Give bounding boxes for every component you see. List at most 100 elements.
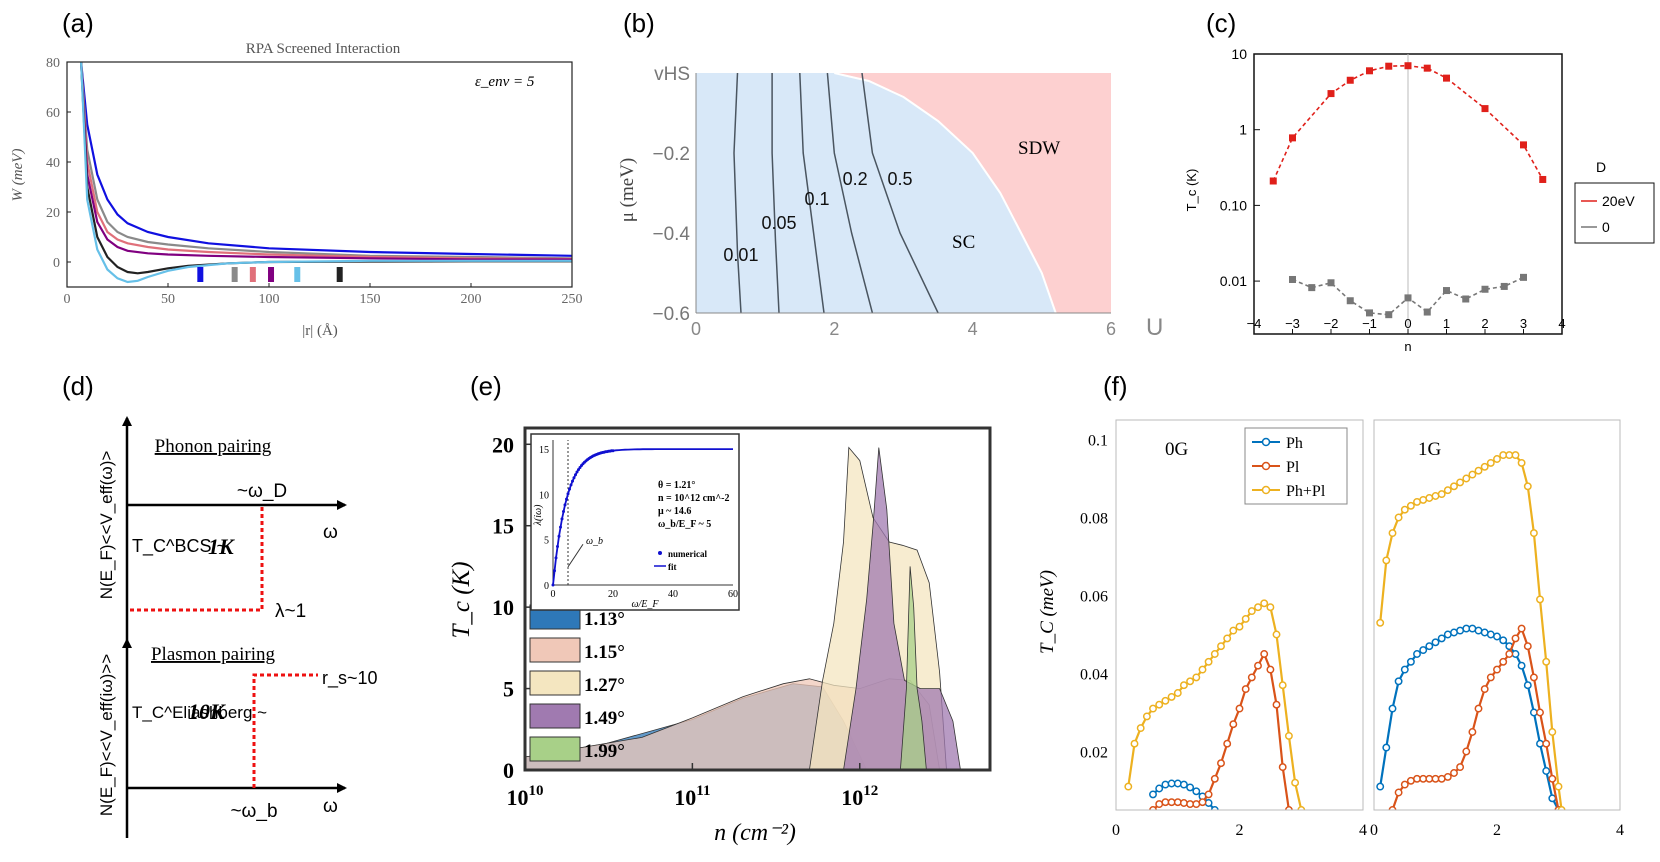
- panel-a: (a) RPA Screened Interaction 0 50 100 150 20…: [10, 8, 583, 339]
- e-xtick-exp-0: 10: [529, 783, 544, 799]
- f-1G-point-Ph+Pl-0: [1376, 618, 1385, 627]
- f-1G-point-Pl-12: [1462, 747, 1471, 756]
- f-1G-point-Ph+Pl-23: [1517, 458, 1526, 467]
- f-0G-point-Ph+Pl-17: [1229, 626, 1238, 635]
- b-xtick-label-2: 2: [829, 319, 839, 339]
- f-1G-point-Pl-16: [1486, 673, 1495, 682]
- f-subpanel-1g-frame: [1373, 419, 1621, 811]
- c-xtick-label-2: −2: [1324, 316, 1339, 331]
- e-inset-ytick-10: 10: [539, 490, 549, 501]
- f-1G-point-Ph+Pl-4: [1400, 505, 1409, 514]
- e-legend-swatch-4: [529, 736, 581, 762]
- f-0G-point-Ph+Pl-0: [1124, 782, 1133, 791]
- e-inset-point-11: [568, 487, 571, 491]
- panel-c-x-ticks: −4 −3 −2 −1 0 1 2 3 4: [1247, 316, 1566, 334]
- f-0G-point-Ph+Pl-4: [1149, 704, 1157, 713]
- e-inset-point-10: [566, 492, 570, 496]
- panel-a-xlabel: |r| (Å): [302, 323, 338, 339]
- f-0G-point-Ph+Pl-6: [1161, 696, 1170, 705]
- f-1G-point-Pl-21: [1517, 624, 1526, 633]
- c-point-0-9: [1462, 295, 1470, 303]
- panel-d-label: (d): [62, 371, 94, 401]
- e-ytick-label-0: 0: [503, 758, 514, 783]
- b-xtick-label-6: 6: [1106, 319, 1116, 339]
- e-inset-point-7: [562, 510, 565, 513]
- c-point-20eV-2: [1327, 90, 1335, 98]
- f-1G-point-Ph-2: [1388, 704, 1397, 713]
- c-point-0-12: [1520, 273, 1527, 281]
- panel-a-y-ticks: 0 20 40 60 80: [46, 56, 71, 271]
- f-1G-point-Pl-15: [1480, 685, 1489, 694]
- panel-e-frame: [523, 426, 992, 772]
- c-point-20eV-5: [1385, 62, 1393, 70]
- f-0G-point-Ph+Pl-10: [1186, 677, 1195, 686]
- f-0G-point-Pl-8: [1198, 798, 1207, 807]
- f-1G-point-Ph-19: [1493, 632, 1501, 641]
- e-xtick-base-0: 10: [507, 785, 529, 810]
- c-point-20eV-7: [1423, 64, 1431, 72]
- e-inset-xtick-60: 60: [728, 589, 738, 600]
- d-top-ylabel: N(E_F)<<V_eff(ω)>: [97, 451, 116, 600]
- f-1G-point-Ph-10: [1437, 634, 1446, 643]
- e-inset-ytick-5: 5: [544, 536, 549, 547]
- f-1G-point-Pl-25: [1542, 739, 1551, 748]
- f-0G-point-Ph+Pl-15: [1217, 642, 1225, 651]
- e-inset-annotation-0: θ = 1.21°: [658, 480, 695, 491]
- f-0G-point-Ph+Pl-27: [1291, 778, 1300, 787]
- f-1G-point-Ph+Pl-3: [1394, 513, 1403, 522]
- f-0G-point-Ph+Pl-3: [1142, 712, 1151, 721]
- a-marker-4: [294, 267, 301, 282]
- e-xtick-base-2: 10: [841, 785, 863, 810]
- d-bottom-tc-label: T_C^Eliashberg ~: [132, 703, 267, 722]
- e-inset-point-5: [559, 525, 562, 529]
- f-1G-point-Ph-3: [1394, 677, 1403, 686]
- panel-b-xlabel: U: [1146, 314, 1163, 341]
- e-inset-point-14: [572, 476, 576, 480]
- b-ytick-label-0: vHS: [654, 64, 690, 85]
- e-ytick-label-15: 15: [492, 514, 514, 539]
- d-bottom-rs-label: r_s~10: [322, 668, 378, 689]
- e-inset-point-0: [551, 583, 555, 587]
- panel-b-ylabel: μ (meV): [617, 158, 638, 223]
- f-0G-point-Ph+Pl-12: [1198, 665, 1207, 674]
- f-1G-point-Ph+Pl-24: [1523, 482, 1532, 491]
- b-contour-label-0.2: 0.2: [843, 169, 868, 189]
- e-inset-ylabel: λ(iω): [533, 504, 544, 527]
- a-series-pink: [80, 62, 572, 261]
- e-area-1.99°: [899, 566, 927, 770]
- panel-b-y-ticks: vHS −0.2 −0.4 −0.6: [652, 64, 697, 325]
- f-legend-marker-0: [1261, 437, 1271, 447]
- f-0G-point-Pl-1: [1155, 800, 1164, 809]
- f-1G-point-Ph+Pl-18: [1486, 458, 1495, 467]
- f-1G-point-Ph+Pl-28: [1548, 728, 1557, 736]
- f-1G-point-Ph-6: [1413, 650, 1421, 658]
- e-xtick-label-1: 1011: [674, 783, 710, 810]
- c-xtick-label-1: −3: [1285, 316, 1300, 331]
- e-inset-point-15: [574, 473, 577, 477]
- e-xtick-base-1: 10: [674, 785, 696, 810]
- c-point-0-6: [1404, 294, 1412, 302]
- e-legend-label-0: 1.13°: [584, 609, 625, 630]
- f-0G-point-Ph+Pl-19: [1241, 614, 1250, 623]
- f-1G-point-Ph-13: [1456, 626, 1465, 635]
- f-1G-point-Pl-14: [1474, 704, 1483, 713]
- e-inset-xtick-20: 20: [608, 589, 618, 600]
- panel-a-ylabel: W (meV): [10, 149, 26, 202]
- f-0G-point-Ph-2: [1161, 780, 1170, 789]
- c-point-20eV-9: [1481, 105, 1489, 113]
- e-xtick-label-2: 1012: [841, 783, 878, 810]
- a-xtick-label-200: 200: [461, 292, 482, 307]
- d-top-tc-label: T_C^BCS ~: [132, 536, 227, 557]
- f-0G-point-Pl-7: [1192, 800, 1201, 809]
- a-marker-0: [197, 267, 204, 282]
- e-legend-label-1: 1.15°: [584, 642, 625, 663]
- a-series-blue: [80, 62, 572, 257]
- e-legend-label-3: 1.49°: [584, 708, 625, 729]
- f-1G-point-Pl-4: [1413, 774, 1421, 783]
- a-ytick-label-0: 0: [53, 256, 60, 271]
- e-inset-annotation-1: n = 10^12 cm^-2: [658, 493, 729, 504]
- panel-b-region-label-sdw: SDW: [1018, 138, 1060, 159]
- d-bottom-title: Plasmon pairing: [151, 644, 276, 665]
